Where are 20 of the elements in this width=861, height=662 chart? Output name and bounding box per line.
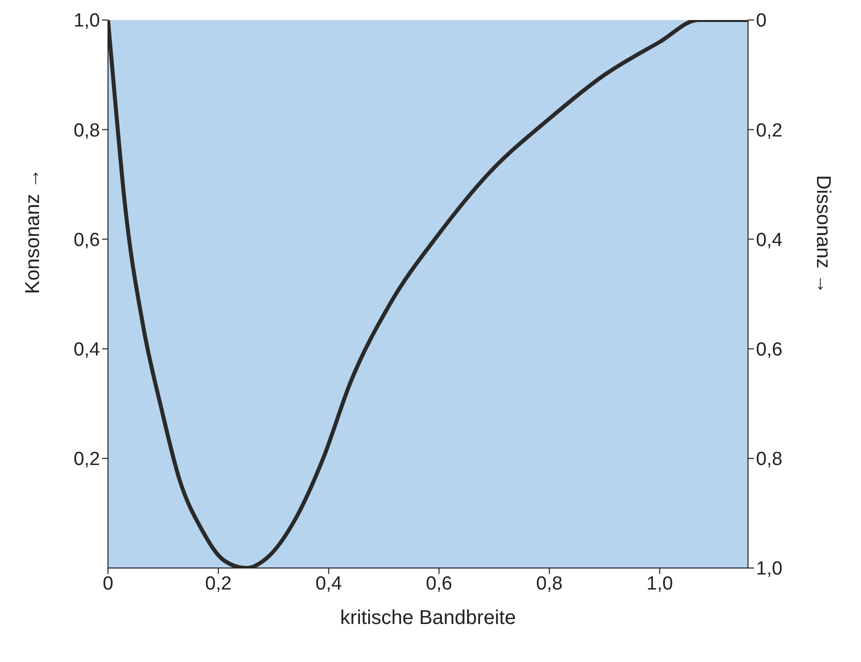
y-axis-title: Konsonanz → <box>22 168 44 294</box>
x-tick-label: 0,6 <box>426 573 452 594</box>
y-tick-label: 1,0 <box>74 10 100 32</box>
y2-tick-label: 1,0 <box>756 558 782 580</box>
y-tick-label: 0,6 <box>74 230 100 251</box>
y2-tick-label: 0,2 <box>756 120 782 142</box>
x-tick-label: 0,8 <box>536 573 563 594</box>
x-tick-label: 0 <box>102 573 114 594</box>
x-tick-label: 0,2 <box>205 573 232 594</box>
y-tick-label: 0,2 <box>74 449 100 470</box>
y2-tick-label: 0,4 <box>756 230 783 251</box>
y2-tick-label: 0,6 <box>756 340 782 361</box>
y-tick-label: 0,8 <box>74 120 100 142</box>
x-axis-title: kritische Bandbreite <box>340 607 516 629</box>
y2-tick-label: 0 <box>756 10 767 32</box>
y2-axis-title: Dissonanz → <box>812 175 834 294</box>
y2-tick-label: 0,8 <box>756 449 782 470</box>
y-tick-label: 0,4 <box>74 340 100 361</box>
x-tick-label: 1,0 <box>646 573 673 594</box>
x-tick-label: 0,4 <box>315 573 342 594</box>
